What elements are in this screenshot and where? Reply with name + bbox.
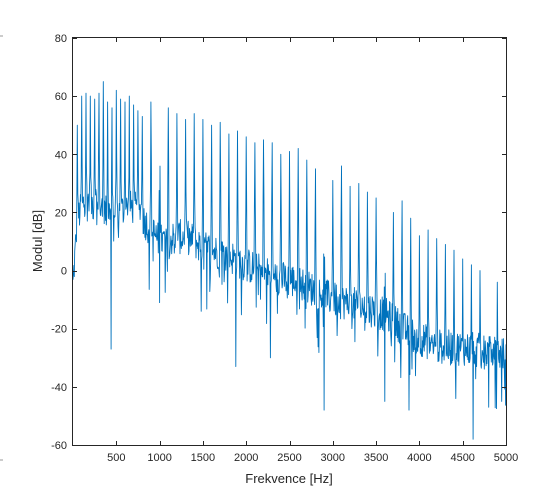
series-layer [72, 81, 507, 440]
y-tick-label: 60 [55, 91, 67, 103]
y-tick-label: 80 [55, 33, 67, 45]
y-tick-label: 0 [61, 266, 67, 278]
x-tick-label: 500 [107, 452, 125, 464]
x-tick-label: 3000 [321, 452, 345, 464]
x-tick-label: 5000 [494, 452, 518, 464]
y-tick-label: -20 [51, 324, 67, 336]
x-tick-label: 1000 [147, 452, 171, 464]
x-tick-label: 4500 [450, 452, 474, 464]
y-tick-label: 40 [55, 149, 67, 161]
x-tick-label: 4000 [407, 452, 431, 464]
x-axis-label: Frekvence [Hz] [245, 471, 332, 486]
y-tick-label: 20 [55, 207, 67, 219]
spectrum-series-line [72, 81, 507, 440]
y-tick-label: -60 [51, 440, 67, 452]
x-axis-ticks: 500 1000 1500 2000 2500 3000 3500 4000 4500 5000 [107, 38, 518, 464]
x-tick-label: 2500 [277, 452, 301, 464]
y-axis-label: Modul [dB] [30, 210, 45, 272]
x-tick-label: 2000 [234, 452, 258, 464]
x-tick-label: 1500 [191, 452, 215, 464]
x-tick-label: 3500 [364, 452, 388, 464]
plot-frame [72, 37, 507, 446]
y-axis-ticks: -60 -40 -20 0 20 40 60 80 [51, 33, 506, 452]
y-tick-label: -40 [51, 382, 67, 394]
